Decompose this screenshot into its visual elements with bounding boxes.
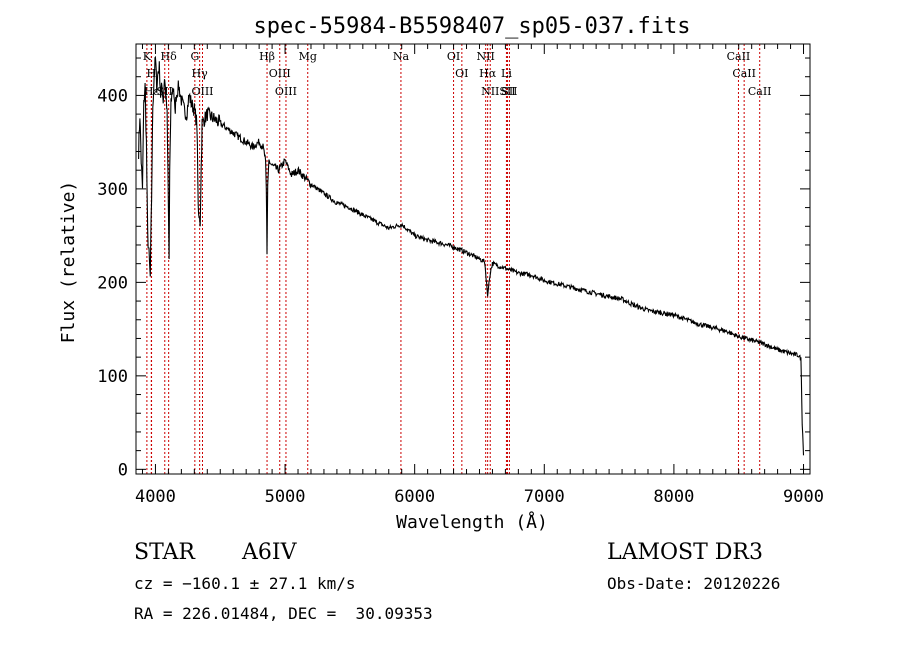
x-axis-label: Wavelength (Å) [396,511,548,533]
flux-series-line [138,55,805,456]
y-tick-label-100: 100 [97,367,128,387]
line-label-12: Na [393,50,410,63]
line-label-14: OI [455,67,468,80]
x-tick-label-4000: 4000 [135,487,176,507]
line-label-5: G [190,50,199,63]
line-label-2: Hε [144,85,160,98]
line-label-10: OIII [275,85,297,98]
line-label-17: NII [481,85,499,98]
line-label-15: NII [477,50,495,63]
line-label-9: OIII [269,67,291,80]
line-label-13: OI [447,50,460,63]
line-label-11: Mg [299,50,317,63]
axis-ticks: 4000 5000 6000 7000 8000 9000 0 100 200 300 400 [97,44,824,507]
y-tick-label-300: 300 [97,180,128,200]
line-label-16: Hα [479,67,497,80]
line-label-3: SII [157,85,173,98]
object-subclass: A6IV [242,540,297,565]
line-label-20: SII [501,85,517,98]
observation-date: Obs-Date: 20120226 [607,574,781,593]
object-class: STAR [134,540,195,565]
line-label-8: Hβ [259,50,275,63]
plot-frame [135,43,811,475]
x-tick-label-7000: 7000 [524,487,565,507]
x-tick-label-6000: 6000 [394,487,435,507]
survey-name: LAMOST DR3 [607,540,763,565]
line-label-18: Li [501,67,512,80]
x-tick-label-9000: 9000 [783,487,824,507]
x-tick-label-8000: 8000 [653,487,694,507]
line-label-1: H [146,67,156,80]
line-label-21: CaII [727,50,751,63]
chart-title: spec-55984-B5598407_sp05-037.fits [253,14,690,39]
line-label-7: OIII [191,85,213,98]
line-label-23: CaII [748,85,772,98]
redshift-readout: cz = −160.1 ± 27.1 km/s [134,574,356,593]
line-label-22: CaII [732,67,756,80]
sky-coordinates: RA = 226.01484, DEC = 30.09353 [134,604,433,623]
y-tick-label-200: 200 [97,273,128,293]
line-label-6: Hγ [192,67,209,80]
line-label-19: SII [499,85,515,98]
x-tick-label-5000: 5000 [265,487,306,507]
emission-line-markers [146,44,761,474]
y-axis-label: Flux (relative) [58,181,79,344]
line-label-4: Hδ [161,50,178,63]
line-label-0: K [143,50,152,63]
y-tick-label-0: 0 [118,460,128,480]
y-tick-label-400: 400 [97,86,128,106]
